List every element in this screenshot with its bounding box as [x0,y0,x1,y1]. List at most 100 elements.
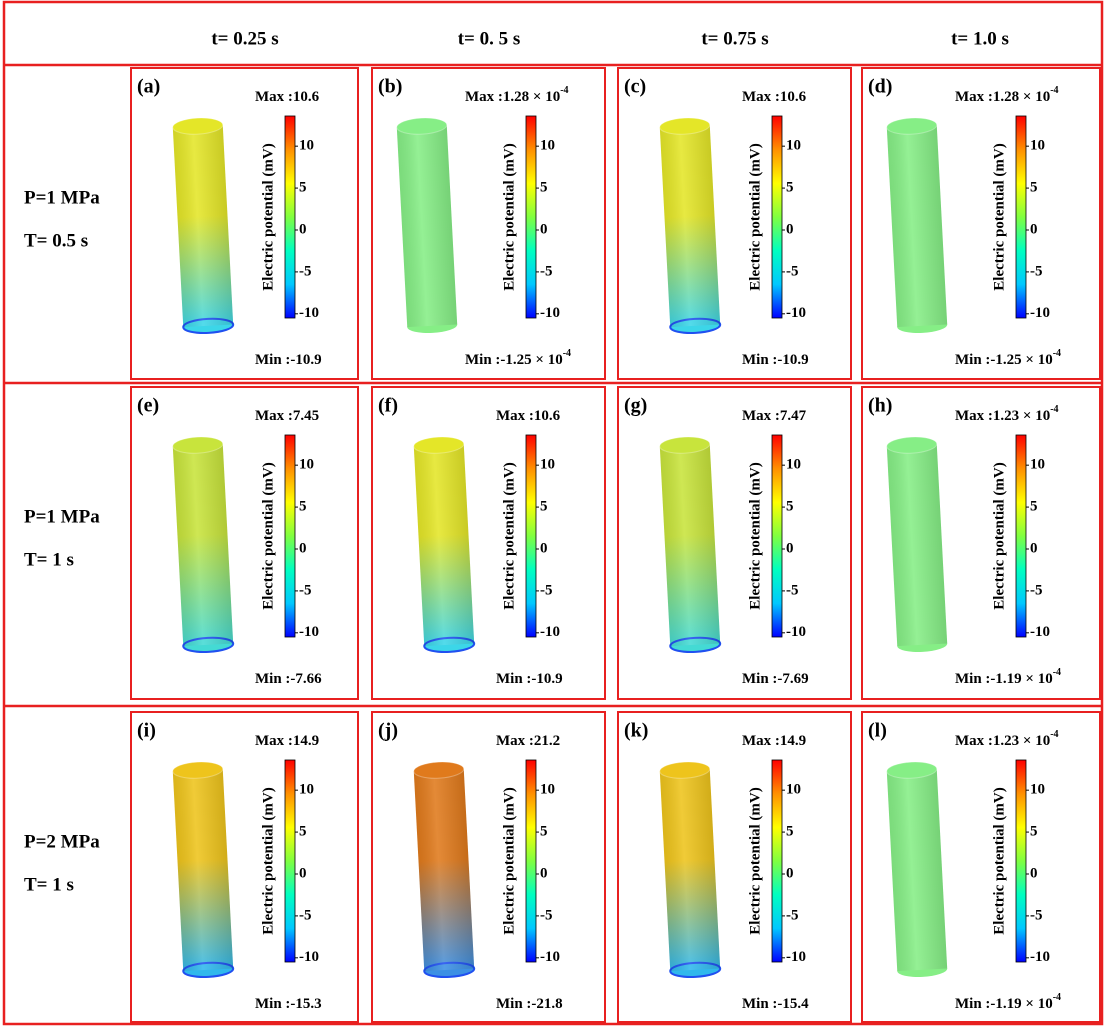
row-label: P=1 MPa [24,187,100,208]
panel: (h)Max :1.23 × 10-4Min :-1.19 × 10-41050… [862,387,1100,699]
extreme-exponent: -4 [563,348,571,359]
extreme-label: Max :21.2 [496,733,560,749]
colorbar-tick-label: -10 [299,949,319,965]
colorbar-tick-label: 0 [299,540,307,556]
colorbar-tick-label: -5 [540,907,553,923]
extreme-label: Min :-15.3 [255,996,322,1012]
extreme-text: Max :7.45 [255,408,319,424]
colorbar [526,116,536,318]
colorbar-tick-label: -10 [299,305,319,321]
extreme-label: Max :1.23 × 10-4 [955,404,1059,424]
extreme-exponent: -4 [1050,729,1058,740]
extreme-text: Max :14.9 [742,733,806,749]
colorbar-tick-label: 10 [786,457,801,473]
colorbar-tick-label: 10 [540,138,555,154]
colorbar-tick-label: 10 [786,782,801,798]
colorbar-tick-label: 0 [1030,221,1038,237]
cylinder-shade [887,125,947,327]
panel-frame [372,712,605,1022]
colorbar-tick-label: 5 [786,180,794,196]
extreme-text: Max :14.9 [255,733,319,749]
colorbar-tick-label: 10 [299,138,314,154]
colorbar-tick-label: -10 [540,949,560,965]
extreme-label: Min :-10.9 [255,352,322,368]
colorbar-title: Electric potential (mV) [991,143,1007,290]
panel-label: (k) [624,720,648,742]
row-label: T= 1 s [24,549,74,570]
colorbar-tick-label: -10 [540,624,560,640]
cylinder [413,761,474,978]
panel-frame [618,387,851,699]
colorbar-tick-label: 5 [1030,180,1038,196]
cylinder-shade [173,125,233,327]
extreme-label: Max :14.9 [742,733,806,749]
extreme-exponent: -4 [1053,992,1061,1003]
cylinder [172,436,233,653]
extreme-label: Max :10.6 [496,408,561,424]
colorbar-tick-label: 0 [299,865,307,881]
extreme-label: Max :7.45 [255,408,319,424]
extreme-text: Max :21.2 [496,733,560,749]
column-header: t= 0. 5 s [458,28,521,49]
colorbar [285,760,295,962]
extreme-text: Min :-1.25 × 10 [955,352,1053,368]
panel-label: (c) [624,76,646,98]
row-label: P=1 MPa [24,506,100,527]
colorbar [772,435,782,637]
extreme-text: Max :1.23 × 10 [955,408,1050,424]
extreme-text: Max :10.6 [255,89,320,105]
extreme-label: Min :-10.9 [496,671,563,687]
extreme-label: Max :1.28 × 10-4 [465,85,569,105]
extreme-label: Min :-7.66 [255,671,322,687]
panel-label: (h) [868,395,892,417]
extreme-text: Min :-7.66 [255,671,322,687]
panel: (d)Max :1.28 × 10-4Min :-1.25 × 10-41050… [862,68,1100,379]
colorbar-tick-label: -5 [299,582,312,598]
panel-label: (l) [868,720,887,742]
colorbar-tick-label: -10 [786,305,806,321]
column-header: t= 0.25 s [211,28,278,49]
panel-frame [131,712,358,1022]
panel-label: (a) [137,76,160,98]
cylinder-shade [173,769,233,971]
colorbar-tick-label: -10 [1030,949,1050,965]
colorbar-title: Electric potential (mV) [747,462,763,609]
colorbar-tick-label: 0 [299,221,307,237]
cylinder [659,436,720,653]
panel-label: (b) [378,76,402,98]
colorbar-title: Electric potential (mV) [747,787,763,934]
extreme-label: Min :-1.25 × 10-4 [465,348,571,368]
extreme-exponent: -4 [1050,404,1058,415]
extreme-text: Max :10.6 [496,408,561,424]
extreme-label: Max :1.23 × 10-4 [955,729,1059,749]
panel-label: (g) [624,395,647,417]
row-label: T= 0.5 s [24,230,88,251]
colorbar-tick-label: 10 [1030,138,1045,154]
cylinder-shade [414,444,474,646]
panel-frame [618,68,851,379]
extreme-exponent: -4 [560,85,568,96]
extreme-text: Min :-10.9 [496,671,563,687]
colorbar-tick-label: -10 [540,305,560,321]
colorbar-title: Electric potential (mV) [501,143,517,290]
cylinder [659,117,720,334]
colorbar-tick-label: -5 [786,907,799,923]
cylinder-shade [660,769,720,971]
colorbar-title: Electric potential (mV) [501,787,517,934]
panel-frame [372,387,605,699]
colorbar-title: Electric potential (mV) [991,787,1007,934]
extreme-text: Min :-10.9 [742,352,809,368]
colorbar-tick-label: -10 [1030,624,1050,640]
colorbar-tick-label: 5 [786,499,794,515]
cylinder-shade [887,769,947,971]
cylinder-shade [173,444,233,646]
panel-frame [131,68,358,379]
figure: t= 0.25 st= 0. 5 st= 0.75 st= 1.0 sP=1 M… [0,0,1105,1026]
colorbar-tick-label: -5 [786,263,799,279]
extreme-text: Min :-1.19 × 10 [955,996,1053,1012]
panel-frame [618,712,851,1022]
cylinder-shade [887,444,947,646]
extreme-text: Max :1.23 × 10 [955,733,1050,749]
colorbar [772,760,782,962]
